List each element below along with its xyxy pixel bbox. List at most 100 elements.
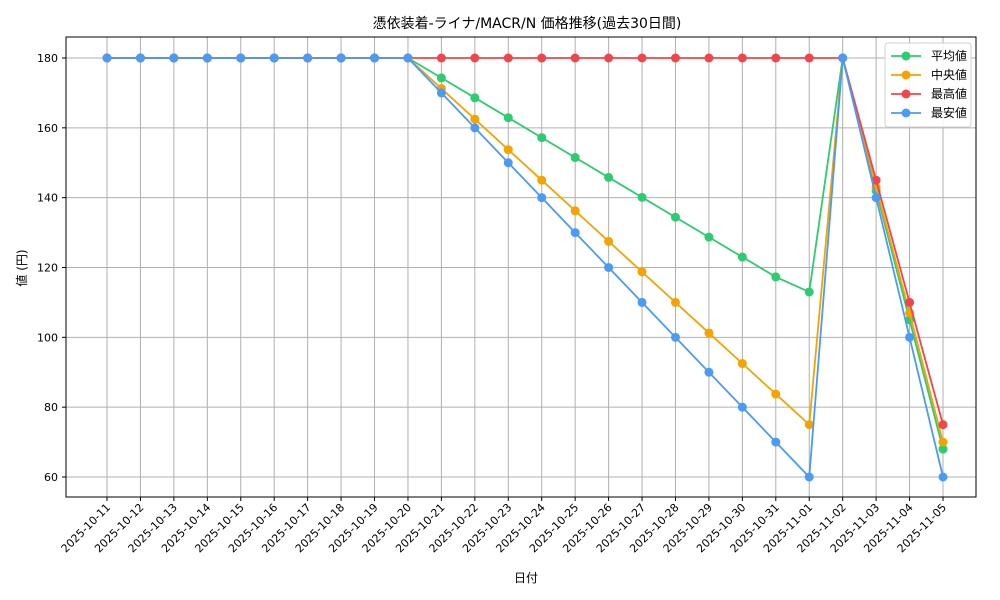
data-point: [838, 53, 848, 63]
data-point: [704, 328, 714, 338]
data-point: [771, 389, 781, 399]
legend-marker: [901, 51, 911, 61]
data-point: [503, 145, 513, 155]
data-point: [470, 53, 480, 63]
legend-item: 平均値: [891, 48, 967, 63]
data-point: [670, 332, 680, 342]
data-point: [570, 53, 580, 63]
data-point: [436, 73, 446, 83]
y-axis-label: 値 (円): [14, 249, 29, 286]
legend-label: 最高値: [931, 86, 967, 101]
series-0: [102, 53, 948, 454]
y-tick-label: 60: [44, 471, 58, 484]
legend-label: 平均値: [931, 48, 967, 63]
data-point: [436, 53, 446, 63]
chart-title: 憑依装着-ライナ/MACR/N 価格推移(過去30日間): [373, 16, 682, 32]
data-point: [370, 53, 380, 63]
data-point: [169, 53, 179, 63]
legend-item: 最高値: [891, 86, 967, 101]
data-point: [670, 53, 680, 63]
legend-label: 最安値: [931, 105, 967, 120]
data-point: [637, 267, 647, 277]
data-point: [771, 437, 781, 447]
data-point: [470, 93, 480, 103]
data-point: [604, 53, 614, 63]
data-point: [771, 272, 781, 282]
data-point: [737, 402, 747, 412]
data-point: [704, 232, 714, 242]
y-tick-label: 180: [37, 52, 58, 65]
data-point: [202, 53, 212, 63]
data-point: [737, 53, 747, 63]
series-1: [102, 53, 948, 447]
y-tick-label: 100: [37, 331, 58, 344]
series-3: [102, 53, 948, 482]
data-point: [938, 437, 948, 447]
data-point: [570, 153, 580, 163]
data-point: [871, 193, 881, 203]
data-point: [938, 444, 948, 454]
data-point: [470, 114, 480, 124]
data-point: [537, 53, 547, 63]
legend-item: 最安値: [891, 105, 967, 120]
data-point: [303, 53, 313, 63]
data-point: [737, 359, 747, 369]
data-point: [905, 297, 915, 307]
series-line: [107, 57, 944, 480]
data-point: [503, 53, 513, 63]
series-line: [107, 57, 944, 443]
data-point: [135, 53, 145, 63]
data-point: [336, 53, 346, 63]
data-point: [604, 172, 614, 182]
data-point: [436, 88, 446, 98]
data-point: [704, 367, 714, 377]
data-point: [537, 133, 547, 143]
data-point: [102, 53, 112, 63]
data-point: [503, 158, 513, 168]
data-point: [570, 228, 580, 238]
data-point: [403, 53, 413, 63]
data-point: [503, 113, 513, 123]
data-point: [804, 53, 814, 63]
data-point: [871, 175, 881, 185]
data-point: [236, 53, 246, 63]
data-point: [704, 53, 714, 63]
data-series: [102, 53, 948, 482]
data-point: [637, 297, 647, 307]
data-point: [804, 420, 814, 430]
y-axis: 60 80 100 120 140 160 180: [37, 52, 66, 484]
data-point: [537, 175, 547, 185]
data-point: [804, 472, 814, 482]
data-point: [938, 472, 948, 482]
legend-marker: [901, 108, 911, 118]
data-point: [737, 252, 747, 262]
data-point: [670, 297, 680, 307]
legend-label: 中央値: [931, 67, 967, 82]
legend-marker: [901, 89, 911, 99]
x-axis: 2025-10-112025-10-122025-10-132025-10-14…: [59, 497, 949, 555]
series-line: [107, 57, 944, 450]
y-tick-label: 80: [44, 401, 58, 414]
data-point: [604, 236, 614, 246]
data-point: [470, 123, 480, 133]
data-point: [637, 192, 647, 202]
data-point: [269, 53, 279, 63]
legend-item: 中央値: [891, 67, 967, 82]
y-tick-label: 140: [37, 192, 58, 205]
data-point: [637, 53, 647, 63]
series-2: [102, 53, 948, 430]
data-point: [804, 287, 814, 297]
legend-box: [884, 42, 972, 128]
data-point: [537, 193, 547, 203]
data-point: [771, 53, 781, 63]
data-point: [938, 420, 948, 430]
data-point: [570, 206, 580, 216]
y-tick-label: 160: [37, 122, 58, 135]
data-point: [670, 212, 680, 222]
data-point: [905, 332, 915, 342]
data-point: [604, 263, 614, 272]
x-axis-label: 日付: [514, 571, 538, 585]
y-tick-label: 120: [37, 262, 58, 275]
